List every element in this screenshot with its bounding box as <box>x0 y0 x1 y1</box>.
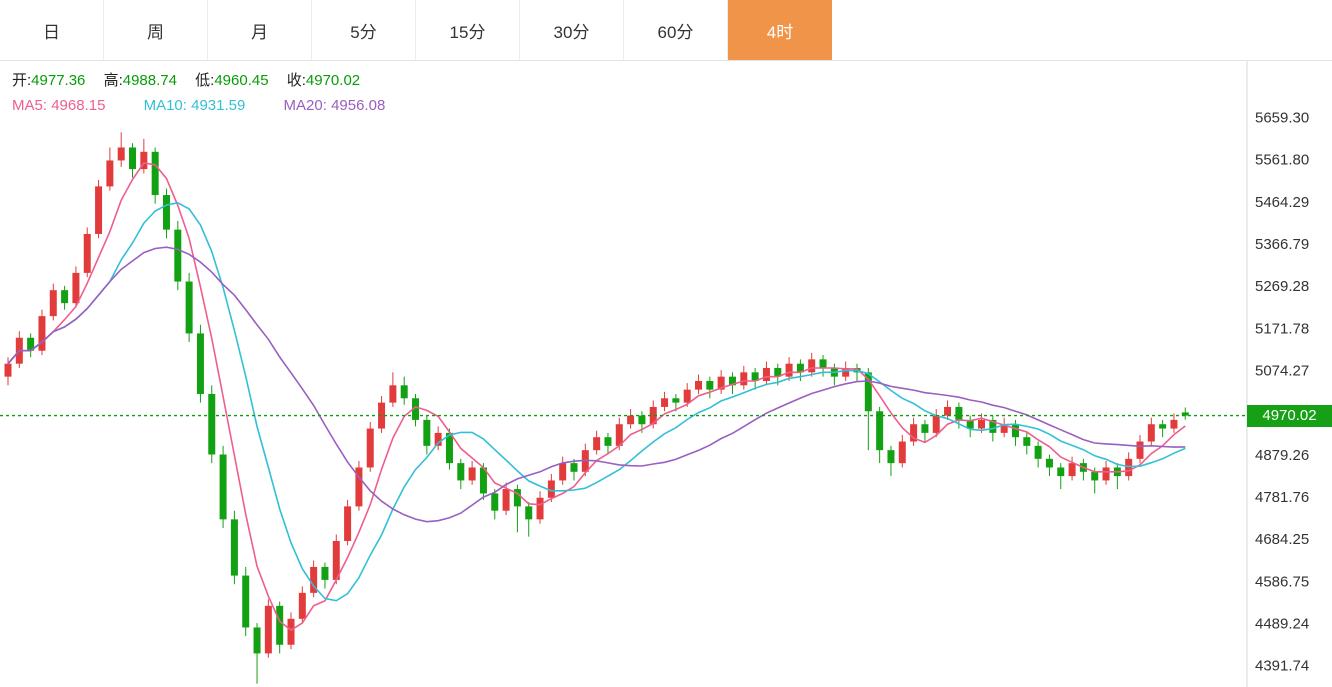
chart-area: 5659.30 5561.80 5464.29 5366.79 5269.28 5171.… <box>0 61 1332 687</box>
high-readout: 高:4988.74 <box>103 72 177 89</box>
ma10-readout: MA10: 4931.59 <box>143 97 246 114</box>
ma-legend: MA5: 4968.15 MA10: 4931.59 MA20: 4956.08 <box>12 97 419 114</box>
tab-4hour[interactable]: 4时 <box>728 0 832 60</box>
ma10-line <box>7 201 1186 602</box>
y-axis-label: 5171.78 <box>1255 320 1309 337</box>
y-axis-label: 5366.79 <box>1255 236 1309 253</box>
y-axis-label: 5561.80 <box>1255 152 1309 169</box>
ma20-line <box>7 246 1186 523</box>
ma20-readout: MA20: 4956.08 <box>283 97 386 114</box>
current-price-badge: 4970.02 <box>1247 404 1332 427</box>
open-readout: 开:4977.36 <box>12 72 86 89</box>
tab-month[interactable]: 月 <box>208 0 312 60</box>
tab-5min[interactable]: 5分 <box>312 0 416 60</box>
close-readout: 收:4970.02 <box>286 72 361 89</box>
candlestick-chart[interactable]: 5659.30 5561.80 5464.29 5366.79 5269.28 5171.… <box>0 61 1332 687</box>
tab-day[interactable]: 日 <box>0 0 104 60</box>
y-axis-label: 4879.26 <box>1255 447 1309 464</box>
y-axis-label: 4489.24 <box>1255 615 1309 632</box>
y-axis-label: 5269.28 <box>1255 278 1309 295</box>
ma5-readout: MA5: 4968.15 <box>12 97 106 114</box>
y-axis-label: 4781.76 <box>1255 489 1309 506</box>
y-axis-label: 4684.25 <box>1255 531 1309 548</box>
timeframe-tabbar: 日 周 月 5分 15分 30分 60分 4时 <box>0 0 1332 61</box>
tab-15min[interactable]: 15分 <box>416 0 520 60</box>
tab-week[interactable]: 周 <box>104 0 208 60</box>
y-axis-label: 4586.75 <box>1255 573 1309 590</box>
y-axis-label: 4391.74 <box>1255 658 1309 675</box>
y-axis-label: 5659.30 <box>1255 110 1309 127</box>
ma5-line <box>7 162 1186 632</box>
y-axis-label: 5464.29 <box>1255 194 1309 211</box>
candles-layer <box>4 132 1189 684</box>
tab-60min[interactable]: 60分 <box>624 0 728 60</box>
tab-30min[interactable]: 30分 <box>520 0 624 60</box>
low-readout: 低:4960.45 <box>195 72 269 89</box>
ohlc-legend: 开:4977.36 高:4988.74 低:4960.45 收:4970.02 <box>12 69 374 90</box>
y-axis-label: 5074.27 <box>1255 362 1309 379</box>
